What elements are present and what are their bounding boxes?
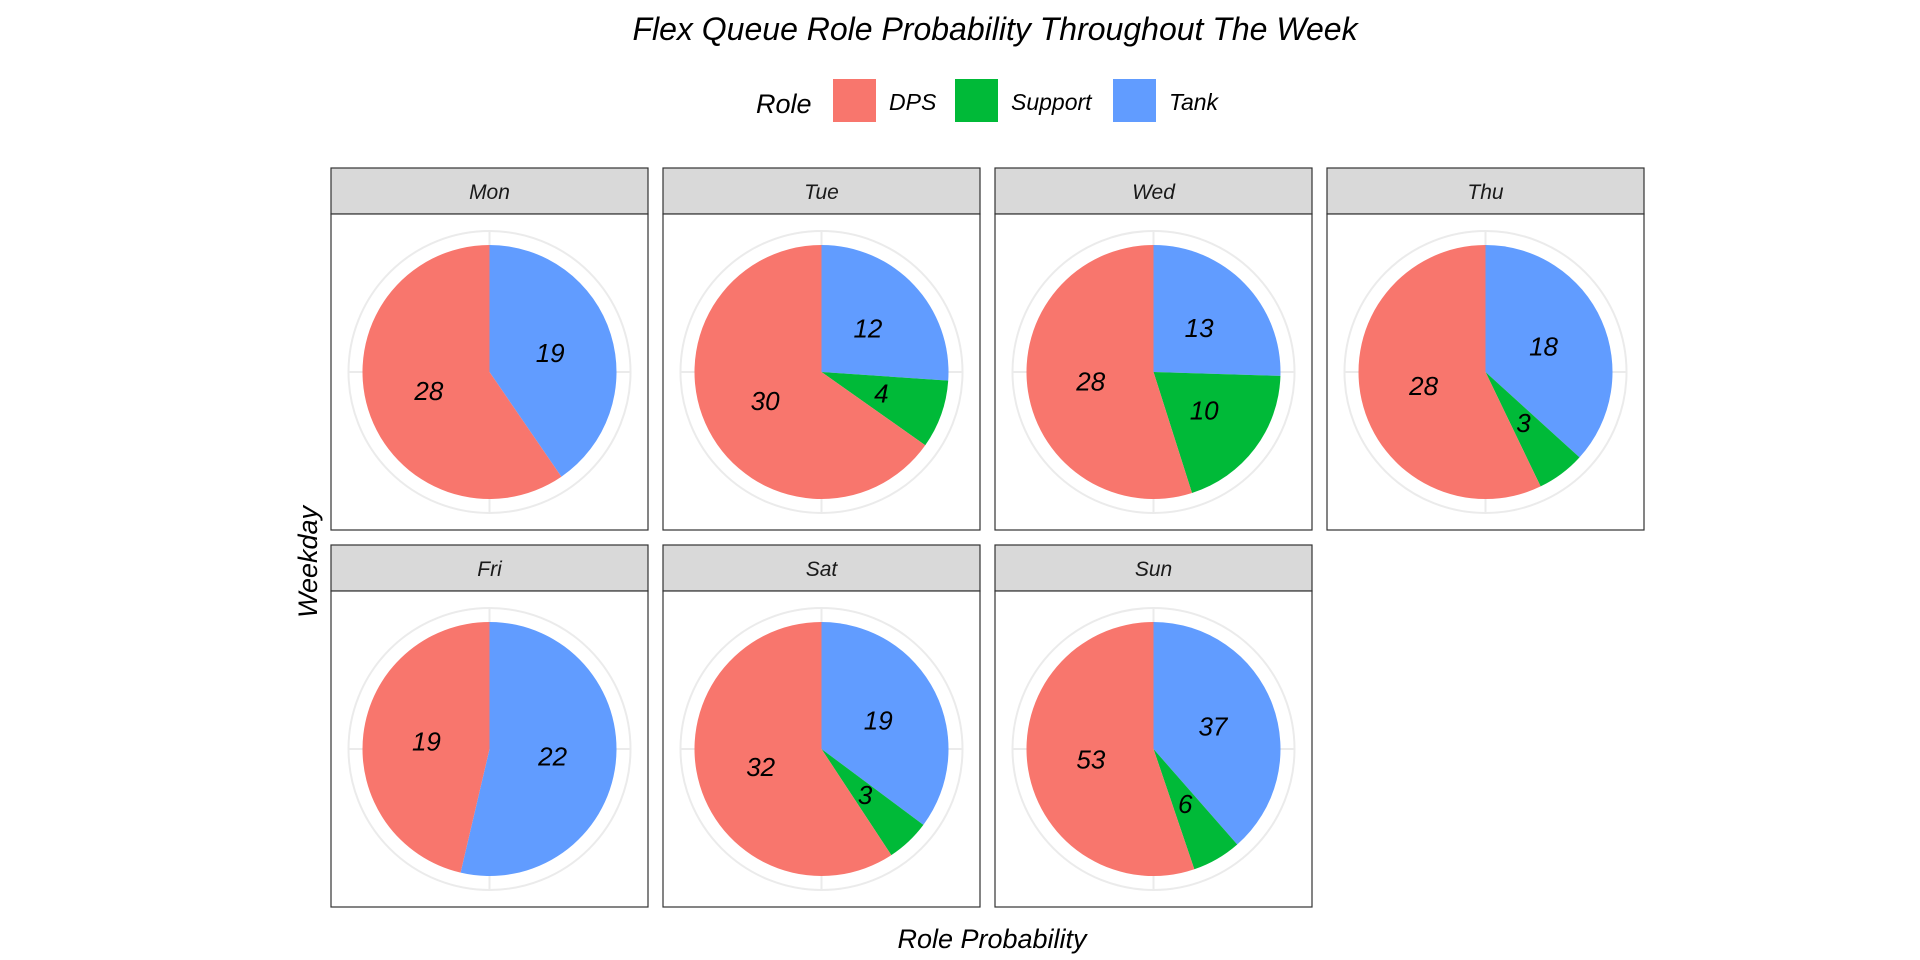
panel-thu: Thu 18 3 28 — [1326, 167, 1645, 531]
slice-dps — [362, 245, 562, 500]
slice-label-support: 4 — [874, 378, 888, 408]
legend-label: Tank — [1169, 89, 1220, 115]
pie-wed — [1026, 245, 1281, 499]
slice-dps — [362, 622, 490, 873]
slice-label-tank: 13 — [1185, 313, 1214, 343]
strip-tue — [662, 167, 981, 215]
strip-label: Wed — [1132, 181, 1176, 204]
slice-tank — [1485, 245, 1613, 458]
legend-label: DPS — [889, 89, 937, 115]
slice-dps — [1026, 622, 1195, 876]
facet-panels: Mon1928Tue12430Wed131028Thu18328Fri2219S… — [330, 167, 1645, 908]
polar-grid — [1011, 607, 1296, 891]
pie-sat — [694, 622, 949, 877]
polar-grid — [679, 607, 964, 891]
strip-label: Fri — [477, 558, 503, 581]
slice-label-tank: 12 — [853, 314, 882, 344]
slice-dps — [1358, 245, 1541, 499]
slice-label-dps: 32 — [746, 752, 775, 782]
slice-support — [821, 749, 924, 856]
slice-support — [1153, 749, 1238, 870]
slice-label-support: 6 — [1178, 789, 1193, 819]
slice-label-dps: 28 — [413, 376, 443, 406]
pie-labels-sat: 19 3 32 — [746, 706, 892, 811]
legend-item-tank: Tank — [1113, 79, 1220, 122]
legend: Role DPS Support Tank — [756, 79, 1220, 122]
strip-label: Thu — [1467, 181, 1504, 204]
pie-tue — [694, 245, 949, 499]
pie-mon — [362, 245, 617, 500]
pie-labels-tue: 12 4 30 — [751, 314, 889, 417]
strip-label: Sun — [1135, 558, 1172, 581]
slice-label-dps: 28 — [1408, 371, 1438, 401]
strip-sun — [994, 544, 1313, 592]
panel-wed: Wed 13 10 28 — [994, 167, 1313, 531]
legend-swatch-dps — [833, 79, 876, 122]
slice-dps — [1026, 245, 1193, 499]
slice-support — [1153, 372, 1281, 494]
slice-label-dps: 30 — [751, 386, 780, 416]
x-axis-label: Role Probability — [897, 924, 1088, 954]
polar-grid — [347, 607, 632, 891]
strip-thu — [1326, 167, 1645, 215]
slice-tank — [489, 245, 617, 477]
slice-label-tank: 37 — [1198, 712, 1228, 742]
slice-label-tank: 19 — [536, 338, 565, 368]
slice-tank — [1153, 245, 1281, 376]
strip-sat — [662, 544, 981, 592]
panel-sat: Sat 19 3 32 — [662, 544, 981, 908]
slice-label-tank: 22 — [537, 741, 567, 771]
slice-tank — [821, 245, 949, 381]
slice-support — [821, 372, 949, 446]
slice-label-support: 3 — [1516, 408, 1531, 438]
pie-fri — [362, 622, 617, 876]
slice-label-dps: 19 — [412, 727, 441, 757]
slice-label-dps: 53 — [1076, 744, 1105, 774]
panel-fri: Fri 22 19 — [330, 544, 649, 908]
strip-wed — [994, 167, 1313, 215]
strip-label: Sat — [806, 558, 839, 581]
polar-grid — [679, 230, 964, 514]
polar-grid — [347, 230, 632, 514]
panel-tue: Tue 12 4 30 — [662, 167, 981, 531]
legend-swatch-tank — [1113, 79, 1156, 122]
chart-title: Flex Queue Role Probability Throughout T… — [632, 11, 1359, 47]
strip-mon — [330, 167, 649, 215]
slice-dps — [694, 245, 926, 499]
slice-label-dps: 28 — [1075, 367, 1105, 397]
slice-tank — [460, 622, 617, 876]
slice-label-tank: 18 — [1529, 331, 1558, 361]
legend-item-support: Support — [955, 79, 1093, 122]
pie-labels-fri: 22 19 — [412, 727, 568, 772]
panel-sun: Sun 37 6 53 — [994, 544, 1313, 908]
polar-grid — [1343, 230, 1628, 514]
slice-tank — [1153, 622, 1281, 845]
legend-label: Support — [1011, 89, 1093, 115]
slice-support — [1485, 372, 1580, 487]
pie-labels-sun: 37 6 53 — [1076, 712, 1229, 819]
slice-label-support: 3 — [858, 780, 873, 810]
pie-labels-wed: 13 10 28 — [1075, 313, 1219, 425]
slice-label-tank: 19 — [864, 706, 893, 736]
legend-swatch-support — [955, 79, 998, 122]
legend-item-dps: DPS — [833, 79, 937, 122]
pie-thu — [1358, 245, 1613, 499]
strip-fri — [330, 544, 649, 592]
slice-label-support: 10 — [1190, 395, 1219, 425]
strip-label: Mon — [469, 181, 510, 204]
pie-labels-thu: 18 3 28 — [1408, 331, 1558, 438]
legend-title: Role — [756, 89, 812, 119]
slice-dps — [694, 622, 892, 877]
y-axis-label: Weekday — [293, 504, 323, 618]
strip-label: Tue — [804, 181, 839, 204]
slice-tank — [821, 622, 949, 825]
pie-sun — [1026, 622, 1281, 876]
polar-grid — [1011, 230, 1296, 514]
